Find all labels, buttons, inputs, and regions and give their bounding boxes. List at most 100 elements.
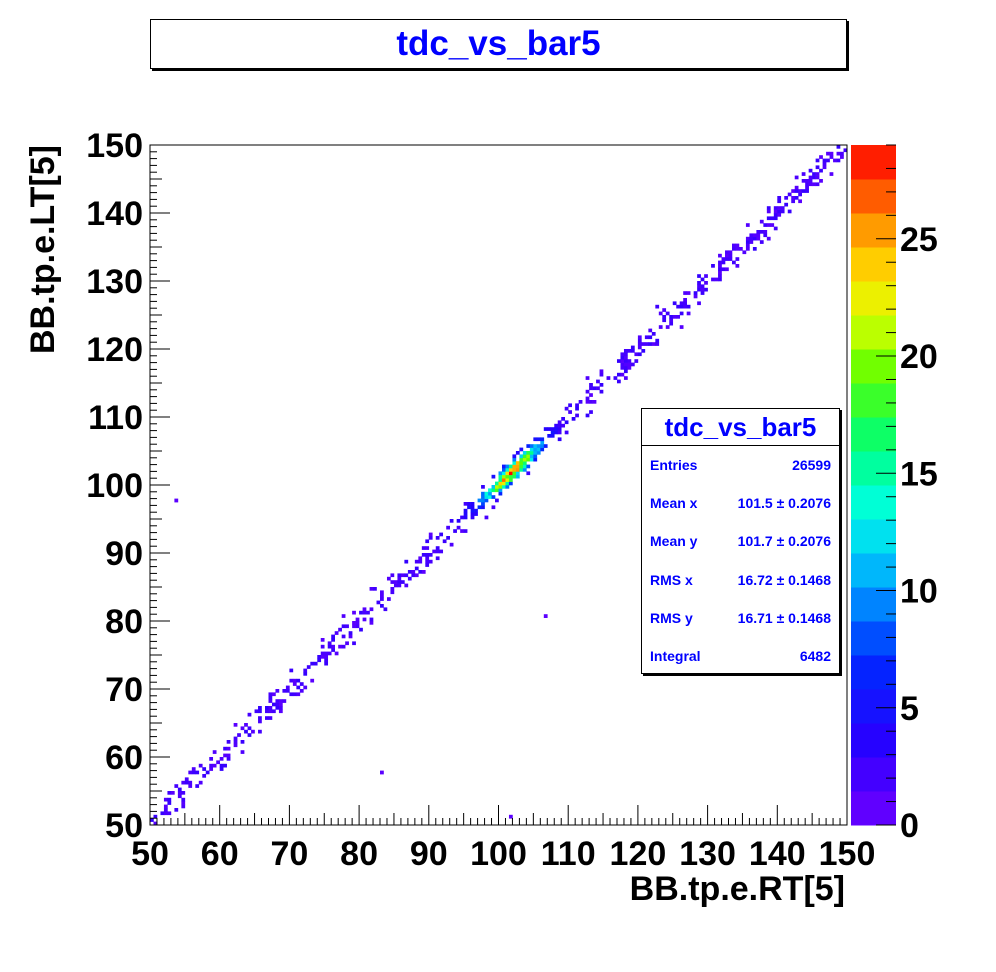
- colorbar-tick-label: 0: [900, 807, 919, 845]
- heatmap-cell: [557, 423, 562, 428]
- heatmap-cell: [554, 423, 559, 428]
- heatmap-cell: [327, 644, 332, 649]
- heatmap-cell: [258, 716, 262, 720]
- heatmap-cell: [233, 723, 238, 727]
- heatmap-cell: [170, 791, 175, 795]
- heatmap-cell: [439, 549, 444, 554]
- heatmap-cell: [808, 168, 813, 173]
- heatmap-cell: [651, 332, 656, 336]
- heatmap-cell: [536, 451, 541, 455]
- heatmap-cell: [474, 508, 478, 513]
- heatmap-cell: [428, 559, 433, 564]
- heatmap-cell: [184, 780, 189, 785]
- heatmap-cell: [268, 706, 273, 710]
- heatmap-cell: [592, 400, 597, 404]
- heatmap-cell: [508, 464, 513, 469]
- heatmap-cell: [561, 417, 566, 421]
- heatmap-cell: [630, 349, 635, 353]
- heatmap-cell: [798, 189, 802, 193]
- heatmap-cell: [484, 515, 489, 520]
- heatmap-cell: [550, 434, 555, 438]
- heatmap-cell: [341, 624, 346, 629]
- colorbar-tick-label: 10: [900, 573, 938, 611]
- heatmap-cell: [522, 468, 527, 472]
- heatmap-cell: [822, 165, 827, 170]
- heatmap-cell: [501, 471, 506, 476]
- heatmap-cell: [240, 740, 245, 744]
- heatmap-cell: [596, 379, 600, 384]
- heatmap-cell: [470, 512, 475, 516]
- heatmap-cell: [254, 709, 259, 714]
- heatmap-cell: [181, 780, 186, 785]
- heatmap-cell: [536, 447, 541, 452]
- heatmap-cell: [613, 376, 618, 380]
- heatmap-cell: [495, 481, 499, 486]
- heatmap-cell: [226, 757, 231, 761]
- heatmap-cell: [495, 488, 499, 493]
- heatmap-cell: [512, 471, 517, 476]
- heatmap-cell: [331, 648, 335, 652]
- heatmap-cell: [177, 791, 182, 795]
- heatmap-cell: [550, 427, 555, 431]
- heatmap-cell: [557, 430, 562, 435]
- heatmap-cell: [505, 481, 510, 486]
- heatmap-cell: [174, 784, 179, 788]
- x-tick-label: 60: [201, 835, 239, 873]
- heatmap-cell: [683, 291, 687, 295]
- heatmap-cell: [348, 634, 353, 639]
- heatmap-cell: [620, 362, 625, 367]
- heatmap-cell: [686, 291, 691, 295]
- heatmap-cell: [648, 335, 653, 340]
- heatmap-cell: [278, 709, 283, 714]
- heatmap-cell: [320, 651, 325, 656]
- heatmap-cell: [557, 427, 562, 431]
- heatmap-cell: [676, 304, 681, 309]
- x-tick-label: 80: [340, 835, 378, 873]
- heatmap-cell: [794, 189, 799, 193]
- heatmap-cell: [456, 525, 461, 530]
- heatmap-cell: [655, 304, 660, 309]
- heatmap-cell: [501, 478, 506, 482]
- heatmap-cell: [446, 536, 450, 540]
- heatmap-cell: [742, 250, 747, 255]
- heatmap-cell: [794, 185, 799, 190]
- heatmap-cell: [418, 559, 423, 564]
- heatmap-cell: [442, 539, 447, 544]
- heatmap-cell: [540, 447, 545, 452]
- colorbar-tick-label: 15: [900, 455, 938, 493]
- heatmap-cell: [697, 301, 701, 306]
- heatmap-cell: [428, 553, 433, 557]
- heatmap-cell: [271, 692, 276, 697]
- heatmap-cell: [435, 536, 440, 540]
- heatmap-cell: [752, 247, 757, 251]
- heatmap-cell: [317, 658, 322, 663]
- heatmap-cell: [505, 471, 510, 476]
- heatmap-cell: [522, 457, 527, 462]
- heatmap-cell: [167, 791, 172, 795]
- heatmap-cell: [320, 644, 325, 649]
- heatmap-cell: [202, 774, 207, 778]
- heatmap-cell: [780, 209, 785, 214]
- heatmap-cell: [787, 209, 792, 214]
- heatmap-cell: [599, 389, 604, 394]
- heatmap-cell: [749, 240, 754, 244]
- x-tick-label: 50: [131, 835, 169, 873]
- heatmap-cell: [655, 342, 660, 346]
- heatmap-cell: [522, 451, 527, 455]
- heatmap-cell: [700, 284, 705, 289]
- heatmap-cell: [331, 644, 335, 649]
- heatmap-cell: [481, 505, 485, 510]
- heatmap-cell: [616, 372, 621, 377]
- heatmap-cell: [366, 610, 370, 615]
- heatmap-cell: [596, 386, 600, 391]
- colorbar-band: [851, 519, 896, 554]
- heatmap-cell: [491, 505, 496, 510]
- heatmap-cell: [303, 672, 308, 676]
- heatmap-cell: [484, 498, 489, 503]
- heatmap-cell: [265, 706, 269, 710]
- heatmap-cell: [759, 230, 764, 234]
- heatmap-cell: [498, 488, 503, 493]
- y-tick-label: 50: [105, 807, 143, 845]
- heatmap-cell: [575, 413, 579, 418]
- heatmap-cell: [815, 182, 820, 187]
